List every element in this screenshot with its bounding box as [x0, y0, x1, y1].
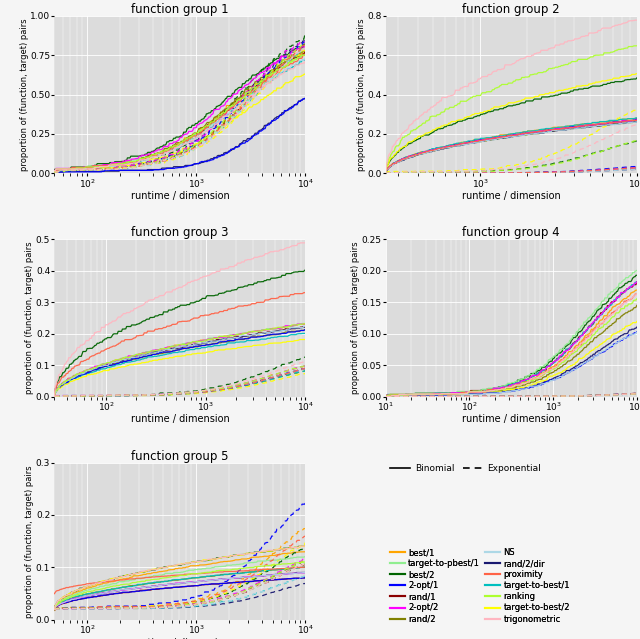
Y-axis label: proportion of (function, target) pairs: proportion of (function, target) pairs [20, 19, 29, 171]
Y-axis label: proportion of (function, target) pairs: proportion of (function, target) pairs [26, 465, 35, 617]
Y-axis label: proportion of (function, target) pairs: proportion of (function, target) pairs [357, 19, 366, 171]
Title: function group 2: function group 2 [463, 3, 560, 16]
Title: function group 1: function group 1 [131, 3, 228, 16]
Title: function group 3: function group 3 [131, 226, 228, 239]
X-axis label: runtime / dimension: runtime / dimension [131, 638, 229, 639]
Y-axis label: proportion of (function, target) pairs: proportion of (function, target) pairs [26, 242, 35, 394]
X-axis label: runtime / dimension: runtime / dimension [131, 415, 229, 424]
X-axis label: runtime / dimension: runtime / dimension [131, 191, 229, 201]
X-axis label: runtime / dimension: runtime / dimension [462, 415, 561, 424]
Title: function group 4: function group 4 [463, 226, 560, 239]
Y-axis label: proportion of (function, target) pairs: proportion of (function, target) pairs [351, 242, 360, 394]
Title: function group 5: function group 5 [131, 450, 228, 463]
X-axis label: runtime / dimension: runtime / dimension [462, 191, 561, 201]
Legend: best/1, target-to-pbest/1, best/2, 2-opt/1, rand/1, 2-opt/2, rand/2, NS, rand/2/: best/1, target-to-pbest/1, best/2, 2-opt… [390, 548, 570, 624]
